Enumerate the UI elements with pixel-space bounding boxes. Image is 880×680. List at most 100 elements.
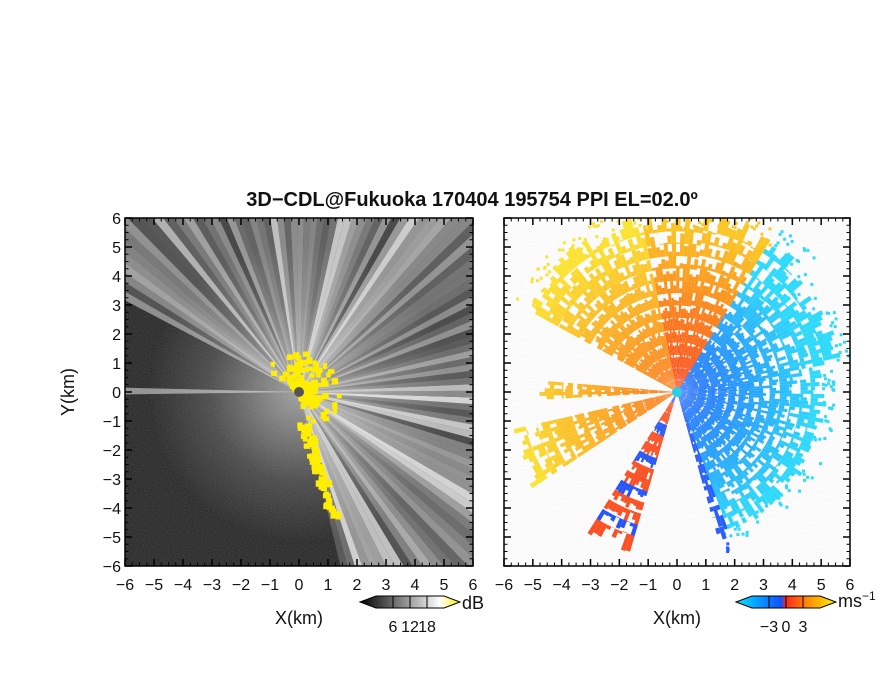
high-reflectivity-cell (311, 447, 320, 455)
high-reflectivity-cell (313, 400, 320, 406)
high-reflectivity-cell (332, 407, 338, 414)
high-reflectivity-cell (313, 451, 320, 460)
high-reflectivity-cell (297, 360, 304, 368)
high-reflectivity-cell (332, 402, 338, 409)
high-reflectivity-cell (310, 419, 316, 424)
high-reflectivity-cell (309, 373, 315, 378)
high-reflectivity-cell (309, 390, 314, 398)
high-reflectivity-cell (294, 361, 299, 368)
high-reflectivity-cell (305, 423, 313, 431)
right-axis-ticks (503, 217, 851, 567)
x-tick-label: 0 (673, 577, 682, 594)
y-tick-label: 0 (112, 385, 121, 402)
high-reflectivity-cell (326, 498, 333, 507)
high-reflectivity-cell (302, 435, 308, 442)
high-reflectivity-cell (308, 386, 314, 394)
high-reflectivity-cell (293, 371, 301, 378)
high-reflectivity-cell (296, 364, 304, 369)
high-reflectivity-cell (303, 429, 312, 437)
high-reflectivity-cell (313, 362, 320, 368)
x-axis-label: X(km) (653, 608, 701, 628)
high-reflectivity-cell (304, 397, 310, 405)
high-reflectivity-cell (320, 412, 327, 419)
high-reflectivity-cell (312, 469, 319, 475)
high-reflectivity-cell (290, 383, 297, 389)
velocity-speckle (710, 208, 713, 211)
x-tick-label: −3 (581, 577, 599, 594)
velocity-speckle (617, 212, 620, 215)
high-reflectivity-cell (303, 388, 310, 394)
reflectivity-ray (299, 392, 473, 469)
x-tick-label: −1 (639, 577, 657, 594)
high-reflectivity-cell (315, 480, 323, 487)
high-reflectivity-cell (299, 375, 305, 383)
colorbar-unit-base: ms (838, 591, 862, 611)
y-tick-label: −5 (103, 530, 121, 547)
reflectivity-field (125, 218, 473, 566)
high-reflectivity-cell (291, 373, 297, 380)
velocity-speckle (711, 205, 714, 208)
high-reflectivity-cell (298, 395, 304, 402)
high-reflectivity-cell (306, 415, 312, 420)
high-reflectivity-cell (271, 370, 278, 376)
x-tick-label: 4 (411, 577, 420, 594)
high-reflectivity-cell (310, 394, 316, 402)
velocity-speckle (716, 215, 719, 218)
high-reflectivity-cell (323, 491, 329, 498)
high-reflectivity-cell (318, 485, 325, 490)
high-reflectivity-cell (307, 366, 314, 372)
x-tick-label: 2 (730, 577, 739, 594)
chart-title: 3D−CDL@Fukuoka 170404 195754 PPI EL=02.0… (246, 189, 698, 211)
radar-site-marker (672, 387, 682, 397)
x-tick-label: −5 (524, 577, 542, 594)
x-tick-label: 0 (295, 577, 304, 594)
high-reflectivity-cell (296, 378, 302, 384)
colorbar-ticks: −3 0 3 (760, 596, 808, 636)
high-reflectivity-cell (316, 464, 325, 469)
colorbar-tick-label: 3 (799, 619, 808, 636)
x-tick-label: 5 (817, 577, 826, 594)
high-reflectivity-cell (324, 479, 329, 485)
colorbar-tick-label: 12 (401, 619, 419, 636)
x-axis-label: X(km) (275, 608, 323, 628)
high-reflectivity-cell (300, 402, 306, 410)
high-reflectivity-cell (307, 382, 314, 389)
reflectivity-ray (299, 286, 473, 392)
high-reflectivity-cell (303, 443, 311, 449)
high-reflectivity-cell (307, 453, 313, 459)
left-y-tick-labels: −6 −5 −4 −3 −2 −1 0 1 2 3 4 5 6 (103, 211, 121, 576)
x-tick-label: −4 (553, 577, 571, 594)
x-tick-label: −5 (145, 577, 163, 594)
high-reflectivity-cell (279, 375, 286, 382)
high-reflectivity-cell (321, 381, 329, 387)
x-tick-label: 4 (788, 577, 797, 594)
x-tick-label: −6 (116, 577, 134, 594)
x-tick-label: −2 (610, 577, 628, 594)
x-tick-label: −4 (174, 577, 192, 594)
high-reflectivity-cell (316, 395, 323, 402)
high-reflectivity-cell (295, 355, 302, 361)
high-reflectivity-cell (312, 367, 317, 373)
y-tick-label: 4 (112, 269, 121, 286)
y-axis-label: Y(km) (58, 368, 78, 416)
high-reflectivity-cell (282, 371, 290, 377)
high-reflectivity-cell (316, 373, 321, 378)
high-reflectivity-cell (322, 416, 330, 422)
x-tick-label: 3 (382, 577, 391, 594)
high-reflectivity-cell (311, 463, 316, 471)
high-reflectivity-cell (331, 378, 339, 385)
high-reflectivity-cell (333, 511, 340, 518)
colorbar-unit: ms−1 (838, 589, 876, 611)
high-reflectivity-cell (293, 365, 298, 373)
high-reflectivity-cell (314, 456, 319, 464)
y-tick-label: −2 (103, 443, 121, 460)
right-x-tick-labels: −6 −5 −4 −3 −2 −1 0 1 2 3 4 5 6 (495, 577, 855, 594)
left-panel: −6 −5 −4 −3 −2 −1 0 1 2 3 4 5 6 −6−5−4−3−2−10123456 … (58, 211, 478, 628)
high-reflectivity-cell (322, 392, 329, 400)
radar-site-marker (294, 387, 304, 397)
colorbar-tick-label: −3 (760, 619, 778, 636)
y-tick-label: 2 (112, 327, 121, 344)
y-tick-label: −1 (103, 414, 121, 431)
reflectivity-ray (299, 392, 473, 495)
x-tick-label: −1 (261, 577, 279, 594)
